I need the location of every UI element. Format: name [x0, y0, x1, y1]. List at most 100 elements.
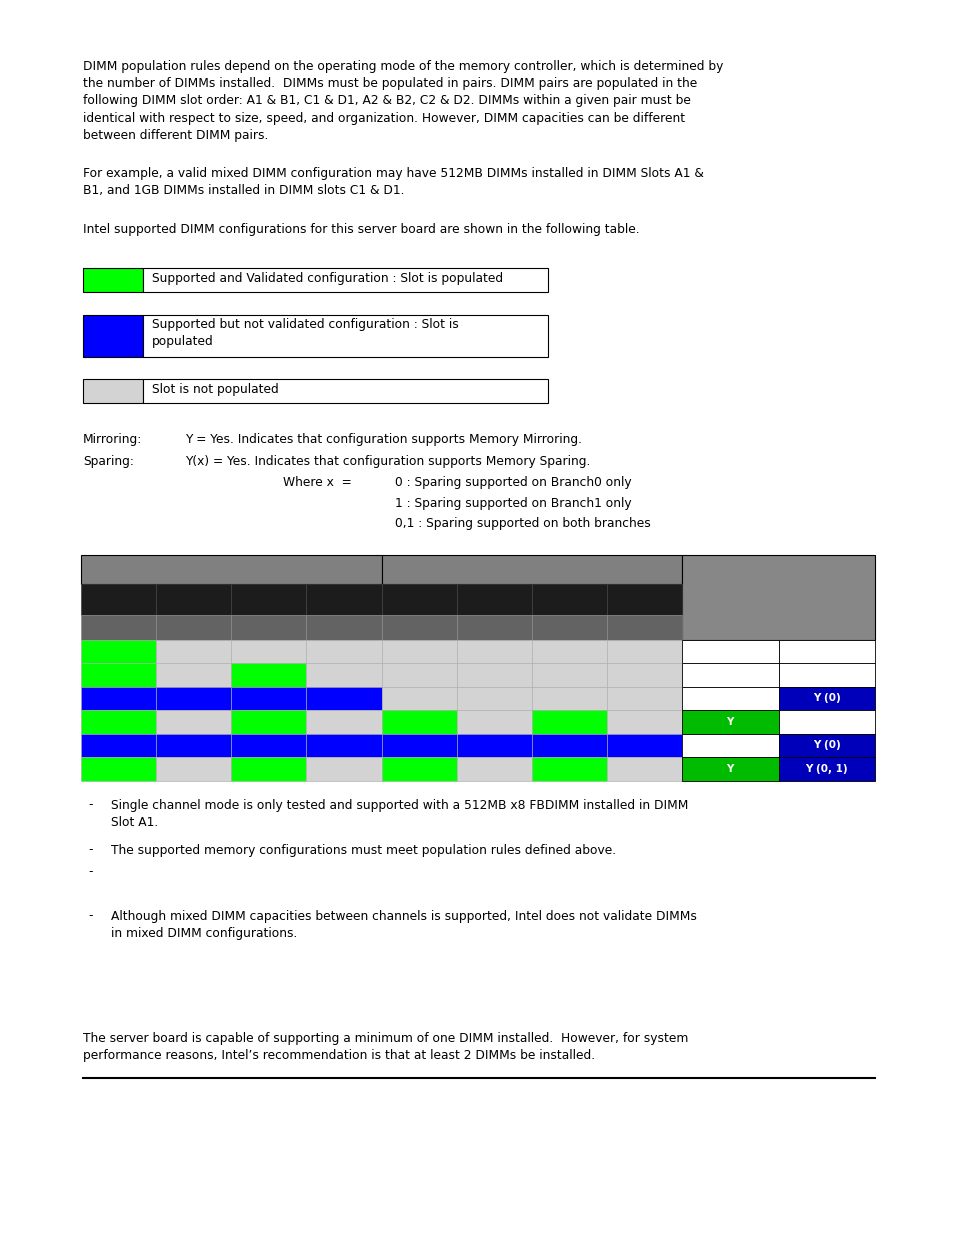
Text: Mirroring:: Mirroring:: [83, 433, 142, 446]
Bar: [156, 757, 231, 781]
Bar: [531, 663, 606, 687]
Bar: [381, 640, 456, 663]
Bar: [531, 710, 606, 734]
Bar: [381, 710, 456, 734]
Text: Single channel mode is only tested and supported with a 512MB x8 FBDIMM installe: Single channel mode is only tested and s…: [111, 799, 688, 829]
Bar: [231, 734, 306, 757]
Bar: [778, 710, 874, 734]
Text: -: -: [88, 866, 92, 878]
Bar: [231, 615, 306, 640]
Bar: [606, 757, 681, 781]
Bar: [306, 640, 381, 663]
Bar: [531, 615, 606, 640]
Text: Y(x) = Yes. Indicates that configuration supports Memory Sparing.: Y(x) = Yes. Indicates that configuration…: [185, 454, 590, 468]
Text: Slot is not populated: Slot is not populated: [152, 383, 278, 395]
Text: -: -: [88, 799, 92, 811]
Bar: [381, 687, 456, 710]
Bar: [681, 757, 778, 781]
Bar: [81, 757, 156, 781]
Text: Supported but not validated configuration : Slot is
populated: Supported but not validated configuratio…: [152, 319, 458, 348]
Bar: [456, 615, 531, 640]
Bar: [231, 710, 306, 734]
Bar: [606, 734, 681, 757]
Bar: [156, 710, 231, 734]
Text: Y (0): Y (0): [812, 740, 840, 750]
Bar: [456, 583, 531, 615]
Text: 0 : Sparing supported on Branch0 only: 0 : Sparing supported on Branch0 only: [395, 475, 631, 489]
Bar: [306, 710, 381, 734]
Bar: [381, 583, 456, 615]
Text: Although mixed DIMM capacities between channels is supported, Intel does not val: Although mixed DIMM capacities between c…: [111, 909, 696, 940]
Bar: [306, 757, 381, 781]
Text: Y: Y: [726, 716, 733, 726]
Bar: [531, 583, 606, 615]
Text: Sparing:: Sparing:: [83, 454, 133, 468]
Bar: [306, 663, 381, 687]
Bar: [156, 583, 231, 615]
Bar: [306, 734, 381, 757]
Bar: [156, 663, 231, 687]
Bar: [156, 687, 231, 710]
Bar: [156, 734, 231, 757]
Bar: [778, 640, 874, 663]
Bar: [83, 315, 143, 357]
Text: Where x  =: Where x =: [283, 475, 352, 489]
Text: Intel supported DIMM configurations for this server board are shown in the follo: Intel supported DIMM configurations for …: [83, 224, 639, 236]
Bar: [778, 757, 874, 781]
Bar: [231, 583, 306, 615]
Bar: [456, 687, 531, 710]
Bar: [156, 640, 231, 663]
Bar: [681, 710, 778, 734]
Text: Y = Yes. Indicates that configuration supports Memory Mirroring.: Y = Yes. Indicates that configuration su…: [185, 433, 581, 446]
Bar: [606, 687, 681, 710]
Bar: [606, 583, 681, 615]
Text: Y: Y: [726, 763, 733, 774]
Bar: [81, 583, 156, 615]
Bar: [606, 615, 681, 640]
Bar: [156, 615, 231, 640]
Bar: [81, 555, 381, 583]
Bar: [306, 583, 381, 615]
Bar: [456, 710, 531, 734]
Bar: [83, 378, 143, 403]
Text: The server board is capable of supporting a minimum of one DIMM installed.  Howe: The server board is capable of supportin…: [83, 1031, 688, 1062]
Bar: [83, 268, 143, 293]
Bar: [681, 734, 778, 757]
Bar: [531, 757, 606, 781]
Bar: [606, 710, 681, 734]
Bar: [306, 615, 381, 640]
Bar: [531, 734, 606, 757]
Bar: [531, 687, 606, 710]
Bar: [231, 757, 306, 781]
Bar: [231, 640, 306, 663]
Bar: [81, 710, 156, 734]
Bar: [681, 555, 874, 640]
Bar: [606, 640, 681, 663]
Bar: [381, 734, 456, 757]
Bar: [778, 663, 874, 687]
Bar: [143, 315, 547, 357]
Text: Supported and Validated configuration : Slot is populated: Supported and Validated configuration : …: [152, 272, 502, 285]
Bar: [81, 687, 156, 710]
Text: -: -: [88, 909, 92, 923]
Text: The supported memory configurations must meet population rules defined above.: The supported memory configurations must…: [111, 844, 616, 857]
Bar: [778, 687, 874, 710]
Bar: [456, 663, 531, 687]
Text: DIMM population rules depend on the operating mode of the memory controller, whi: DIMM population rules depend on the oper…: [83, 61, 722, 142]
Bar: [381, 555, 681, 583]
Bar: [456, 640, 531, 663]
Bar: [381, 615, 456, 640]
Bar: [681, 640, 778, 663]
Bar: [681, 687, 778, 710]
Bar: [81, 640, 156, 663]
Bar: [381, 757, 456, 781]
Bar: [456, 734, 531, 757]
Bar: [81, 663, 156, 687]
Text: -: -: [88, 844, 92, 857]
Bar: [381, 663, 456, 687]
Text: 0,1 : Sparing supported on both branches: 0,1 : Sparing supported on both branches: [395, 517, 650, 530]
Bar: [81, 734, 156, 757]
Bar: [778, 734, 874, 757]
Text: Y (0, 1): Y (0, 1): [804, 763, 847, 774]
Bar: [231, 663, 306, 687]
